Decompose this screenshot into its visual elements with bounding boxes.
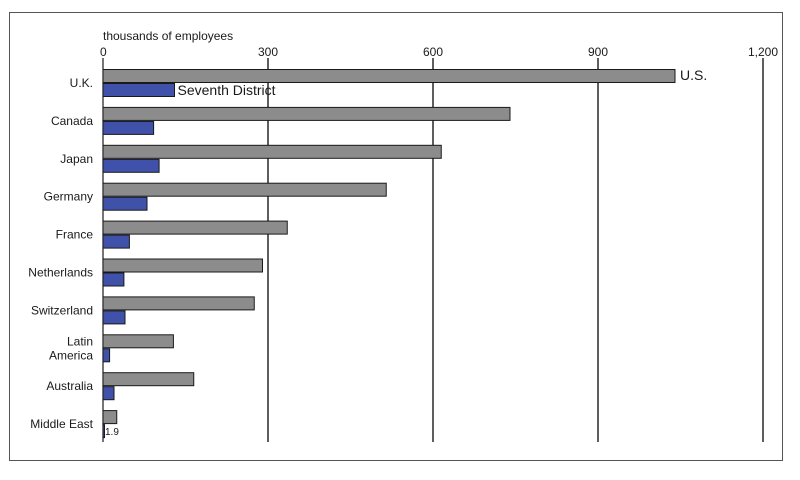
category-label-8: Australia bbox=[46, 379, 93, 393]
bar-us-1 bbox=[102, 106, 511, 121]
bar-seventh-district-2 bbox=[102, 158, 160, 173]
tick-label-1200: 1,200 bbox=[748, 45, 778, 59]
bars bbox=[102, 69, 676, 439]
series-labels: U.S. Seventh District bbox=[178, 67, 708, 98]
tick-label-0: 0 bbox=[100, 45, 107, 59]
category-label-2: Japan bbox=[60, 152, 93, 166]
series-label-seventh-district: Seventh District bbox=[178, 82, 276, 98]
value-annotations: 1.9 bbox=[105, 427, 119, 438]
category-label-4: France bbox=[56, 228, 94, 242]
bar-seventh-district-4 bbox=[102, 234, 130, 249]
bar-seventh-district-6 bbox=[102, 310, 126, 325]
tick-label-600: 600 bbox=[423, 45, 443, 59]
bar-us-0 bbox=[102, 69, 676, 83]
tick-label-300: 300 bbox=[258, 45, 278, 59]
category-labels: U.K. Canada Japan Germany France Netherlands S… bbox=[28, 76, 93, 431]
tick-labels: 0 300 600 900 1,200 bbox=[100, 45, 778, 59]
series-label-us: U.S. bbox=[680, 67, 707, 83]
bar-seventh-district-0 bbox=[102, 83, 175, 97]
bar-us-3 bbox=[102, 182, 387, 197]
bar-us-4 bbox=[102, 220, 288, 235]
category-label-0: U.K. bbox=[70, 76, 93, 90]
bar-us-7 bbox=[102, 334, 174, 349]
bar-seventh-district-1 bbox=[102, 120, 155, 135]
axis-title: thousands of employees bbox=[103, 29, 233, 43]
bar-us-6 bbox=[102, 296, 255, 311]
bar-seventh-district-3 bbox=[102, 196, 148, 211]
bar-us-5 bbox=[102, 258, 263, 273]
category-label-3: Germany bbox=[44, 190, 93, 204]
bar-seventh-district-5 bbox=[102, 272, 125, 287]
bar-us-2 bbox=[102, 144, 442, 159]
category-label-9: Middle East bbox=[30, 417, 93, 431]
category-label-1: Canada bbox=[51, 114, 93, 128]
value-annotation-0: 1.9 bbox=[105, 427, 119, 438]
tick-label-900: 900 bbox=[588, 45, 608, 59]
category-label-7-line-0: Latin bbox=[67, 334, 93, 348]
category-label-6: Switzerland bbox=[31, 303, 93, 317]
bar-seventh-district-7 bbox=[102, 348, 111, 363]
category-label-5: Netherlands bbox=[28, 266, 93, 280]
category-label-7-line-1: America bbox=[49, 348, 93, 362]
bar-seventh-district-9 bbox=[102, 424, 105, 439]
bar-us-9 bbox=[102, 410, 118, 425]
bar-us-8 bbox=[102, 372, 195, 387]
bar-seventh-district-8 bbox=[102, 386, 115, 401]
